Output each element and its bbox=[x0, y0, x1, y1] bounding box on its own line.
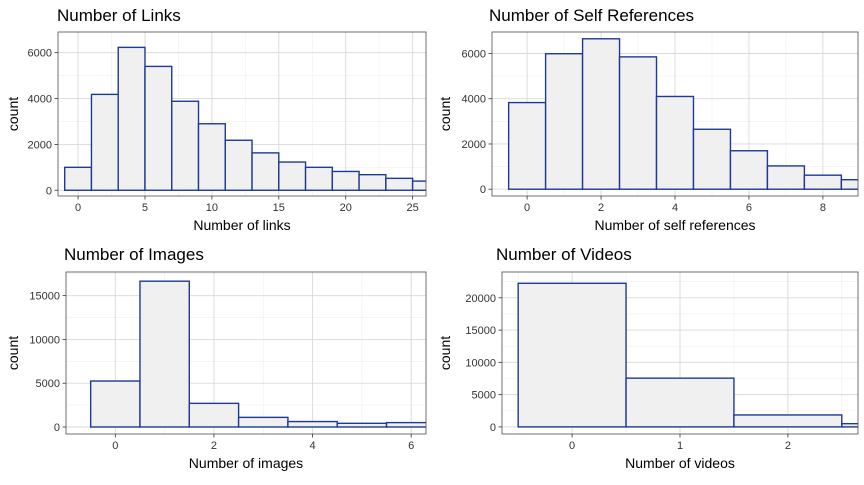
videos-chart-svg: 0 1 2 0 5000 10000 15000 20000 Number of Videos N… bbox=[437, 245, 859, 471]
y-tick-label: 2000 bbox=[28, 139, 52, 151]
bars bbox=[63, 46, 426, 191]
x-tick-label: 4 bbox=[672, 202, 678, 214]
y-tick-label: 10000 bbox=[29, 334, 60, 346]
y-tick-label: 20000 bbox=[465, 293, 496, 305]
histogram-bar bbox=[692, 128, 732, 190]
plot-frame bbox=[65, 271, 427, 435]
histogram-bar bbox=[331, 170, 360, 191]
chart-title: Number of Self References bbox=[489, 6, 694, 25]
histogram-bar bbox=[385, 177, 414, 191]
histogram-bar bbox=[625, 377, 735, 428]
x-tick-label: 2 bbox=[211, 440, 217, 452]
x-tick-label: 2 bbox=[785, 440, 791, 452]
histogram-bar bbox=[278, 161, 307, 191]
bars bbox=[89, 280, 426, 428]
x-tick-label: 6 bbox=[408, 440, 414, 452]
x-axis-label: Number of images bbox=[189, 455, 303, 471]
x-tick-label: 0 bbox=[75, 202, 81, 214]
y-tick-label: 4000 bbox=[462, 94, 486, 106]
histogram-bar bbox=[411, 180, 426, 191]
x-tick-label: 0 bbox=[569, 440, 575, 452]
bars bbox=[507, 38, 858, 190]
y-tick-label: 0 bbox=[46, 185, 52, 197]
histogram-bar bbox=[581, 38, 621, 190]
y-tick-label: 5000 bbox=[36, 378, 60, 390]
y-axis-label: count bbox=[437, 336, 453, 370]
histogram-bar bbox=[139, 280, 190, 428]
histogram-bar bbox=[197, 123, 226, 191]
y-tick-label: 0 bbox=[480, 184, 486, 196]
histogram-bar bbox=[117, 46, 146, 191]
y-tick-label: 5000 bbox=[472, 390, 496, 402]
gridlines bbox=[502, 272, 858, 434]
y-tick-label: 4000 bbox=[28, 94, 52, 106]
histogram-bar bbox=[358, 173, 387, 191]
y-tick-label: 10000 bbox=[465, 357, 496, 369]
histogram-bar bbox=[90, 93, 119, 191]
histogram-bar bbox=[803, 174, 843, 190]
histogram-bar bbox=[766, 165, 806, 190]
bars bbox=[517, 282, 858, 428]
self-references-histogram-panel: 0 2 4 6 8 0 2000 4000 6000 Number of Self Referen… bbox=[432, 0, 864, 240]
plot-frame bbox=[57, 31, 427, 197]
chart-title: Number of Images bbox=[64, 245, 204, 264]
x-tick-label: 5 bbox=[142, 202, 148, 214]
chart-title: Number of Videos bbox=[496, 245, 632, 264]
histogram-bar bbox=[89, 380, 141, 428]
histogram-bar bbox=[655, 95, 695, 190]
y-tick-label: 0 bbox=[54, 422, 60, 434]
chart-title: Number of Links bbox=[57, 6, 181, 25]
x-tick-label: 0 bbox=[112, 440, 118, 452]
histogram-bar bbox=[287, 420, 338, 428]
histogram-bar bbox=[224, 139, 253, 191]
y-tick-label: 6000 bbox=[28, 48, 52, 60]
x-tick-label: 20 bbox=[340, 202, 352, 214]
links-histogram-panel: 0 5 10 15 20 25 0 2000 4000 6000 Number of Links Nu… bbox=[0, 0, 432, 240]
histogram-bar bbox=[507, 101, 547, 190]
x-axis-label: Number of self references bbox=[594, 217, 755, 233]
histogram-bar bbox=[63, 166, 93, 191]
histogram-bar bbox=[144, 65, 173, 191]
links-chart-svg: 0 5 10 15 20 25 0 2000 4000 6000 Number of Links Nu… bbox=[5, 6, 427, 233]
y-tick-label: 15000 bbox=[465, 325, 496, 337]
y-tick-label: 15000 bbox=[29, 291, 60, 303]
histogram-bar bbox=[304, 166, 334, 191]
y-axis-label: count bbox=[437, 97, 453, 131]
histogram-bar bbox=[733, 414, 843, 428]
histogram-bar bbox=[188, 402, 240, 428]
x-tick-label: 6 bbox=[746, 202, 752, 214]
histogram-bar bbox=[251, 152, 280, 191]
histogram-bar bbox=[171, 100, 200, 191]
self-references-chart-svg: 0 2 4 6 8 0 2000 4000 6000 Number of Self Referen… bbox=[437, 6, 859, 233]
y-axis-label: count bbox=[5, 97, 21, 131]
x-tick-label: 1 bbox=[677, 440, 683, 452]
histogram-bar bbox=[336, 422, 388, 428]
histogram-bar bbox=[544, 53, 584, 190]
histogram-bar bbox=[841, 422, 858, 428]
x-axis-label: Number of videos bbox=[625, 455, 735, 471]
y-axis-label: count bbox=[5, 336, 21, 370]
y-tick-label: 2000 bbox=[462, 139, 486, 151]
x-tick-label: 10 bbox=[206, 202, 218, 214]
videos-histogram-panel: 0 1 2 0 5000 10000 15000 20000 Number of Videos N… bbox=[432, 240, 864, 480]
x-tick-label: 2 bbox=[598, 202, 604, 214]
histogram-bar bbox=[237, 416, 289, 428]
histogram-bar bbox=[618, 56, 658, 190]
x-tick-label: 8 bbox=[820, 202, 826, 214]
images-histogram-panel: 0 2 4 6 0 5000 10000 15000 Number of Images Numbe… bbox=[0, 240, 432, 480]
x-tick-label: 4 bbox=[310, 440, 316, 452]
x-tick-label: 25 bbox=[406, 202, 418, 214]
histogram-bar bbox=[840, 179, 858, 190]
x-tick-label: 0 bbox=[524, 202, 530, 214]
x-axis-label: Number of links bbox=[193, 217, 290, 233]
images-chart-svg: 0 2 4 6 0 5000 10000 15000 Number of Images Numbe… bbox=[5, 245, 427, 471]
x-tick-label: 15 bbox=[273, 202, 285, 214]
histogram-bar bbox=[729, 150, 769, 190]
histogram-bar bbox=[385, 421, 426, 428]
y-tick-label: 6000 bbox=[462, 48, 486, 60]
y-tick-label: 0 bbox=[490, 422, 496, 434]
histogram-bar bbox=[517, 282, 627, 428]
